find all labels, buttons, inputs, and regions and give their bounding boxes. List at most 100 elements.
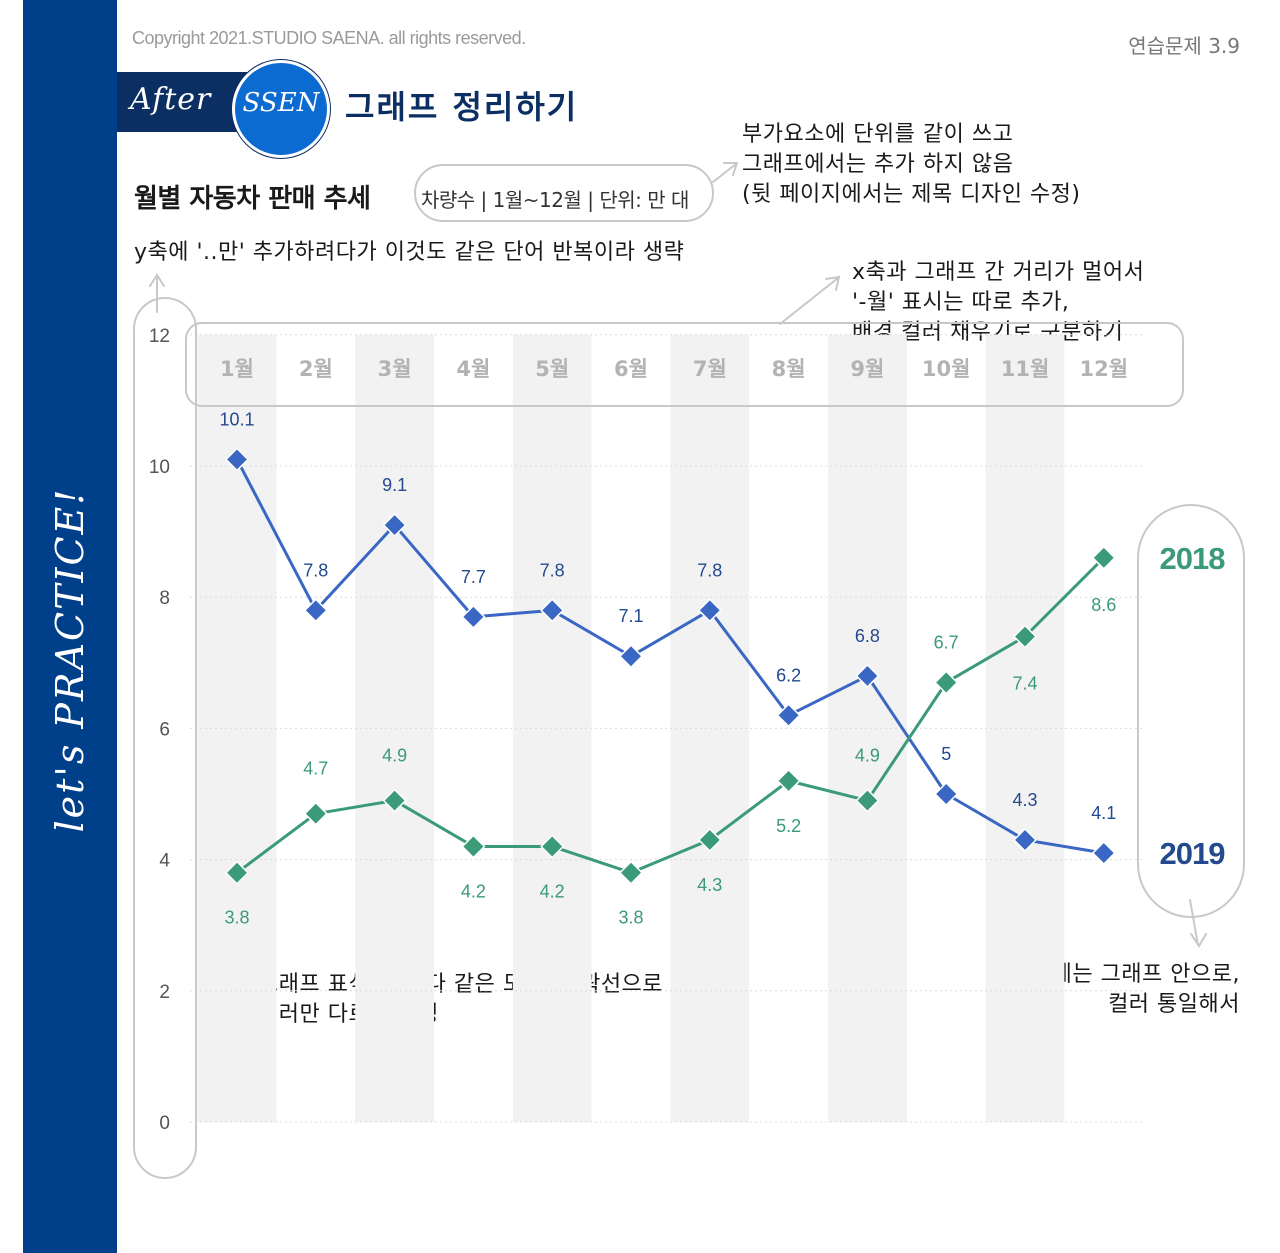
data-label-2018: 6.7 <box>934 632 959 652</box>
marker-2019 <box>540 598 565 623</box>
marker-2018 <box>1091 545 1116 570</box>
data-label-2018: 3.8 <box>618 908 643 928</box>
x-tick-label: 1월 <box>220 357 254 381</box>
x-tick-label: 6월 <box>614 357 648 381</box>
series-line-2018 <box>236 556 1105 875</box>
subtitle-arrow-head <box>723 162 739 176</box>
data-label-2018: 4.2 <box>461 881 486 901</box>
x-tick-label: 8월 <box>772 357 806 381</box>
x-tick-label: 2월 <box>299 357 333 381</box>
data-label-2019: 7.8 <box>303 560 328 580</box>
marker-2018 <box>303 801 328 826</box>
note-unit: 부가요소에 단위를 같이 쓰고 그래프에서는 추가 하지 않음 (뒷 페이지에서… <box>742 122 1081 207</box>
subtitle-outline <box>414 164 714 222</box>
chart-title: 월별 자동차 판매 추세 <box>134 184 371 214</box>
data-label-2019: 7.8 <box>540 560 565 580</box>
data-label-2019: 5 <box>941 744 951 764</box>
marker-2018 <box>224 860 250 885</box>
copyright-text: Copyright 2021.STUDIO SAENA. all rights … <box>132 28 526 48</box>
marker-2018 <box>461 834 486 859</box>
marker-2019 <box>934 781 959 807</box>
y-tick-label: 0 <box>159 1113 170 1134</box>
x-tick-label: 9월 <box>850 357 884 381</box>
data-label-2018: 4.9 <box>382 746 407 766</box>
x-tick-label: 7월 <box>693 357 727 381</box>
marker-2018 <box>382 788 407 813</box>
marker-2018 <box>618 860 644 885</box>
legend-label-2019: 2019 <box>1160 836 1226 871</box>
data-label-2019: 10.1 <box>219 409 254 429</box>
ssen-logo-circle <box>232 60 330 158</box>
data-label-2018: 8.6 <box>1091 595 1116 615</box>
yaxis-arrow-head <box>149 273 165 287</box>
month-band <box>355 334 434 1122</box>
marker-2019 <box>461 604 486 629</box>
marker-2019 <box>776 703 801 728</box>
data-label-2019: 4.1 <box>1091 803 1116 823</box>
marker-2019 <box>697 598 722 623</box>
marker-2018 <box>855 788 880 813</box>
y-tick-label: 4 <box>159 851 170 872</box>
series-line-2019 <box>235 458 1105 855</box>
data-label-2019: 6.2 <box>776 665 801 685</box>
data-label-2018: 7.4 <box>1012 674 1037 694</box>
y-tick-label: 6 <box>159 719 170 740</box>
marker-2018 <box>540 834 565 859</box>
legend-label-2018: 2018 <box>1160 541 1226 576</box>
data-label-2018: 4.2 <box>540 881 565 901</box>
yaxis-outline <box>133 297 197 1179</box>
y-tick-label: 8 <box>159 588 170 609</box>
data-label-2019: 4.3 <box>1012 790 1037 810</box>
marker-2019 <box>382 512 407 538</box>
legend-arrow <box>1189 899 1199 946</box>
data-label-2019: 9.1 <box>382 475 407 495</box>
annotation-outlines <box>133 162 1245 1179</box>
ssen-label: SSEN <box>242 88 320 118</box>
data-label-2019: 7.7 <box>461 567 486 587</box>
series-group: 10.1 7.8 9.1 7.7 7.8 7.1 7.8 6.2 6.8 5 4.3 4.1 3.8 4.… <box>219 409 1116 927</box>
xaxis-outline <box>185 322 1184 407</box>
data-label-2019: 6.8 <box>855 626 880 646</box>
x-tick-label: 3월 <box>378 357 412 381</box>
month-band <box>512 334 592 1122</box>
month-band <box>670 334 750 1122</box>
marker-2019 <box>224 447 250 472</box>
note-yaxis: y축에 '..만' 추가하려다가 이것도 같은 단어 반복이라 생략 <box>134 240 685 265</box>
legend-outline <box>1137 504 1245 918</box>
subtitle-arrow <box>712 163 737 183</box>
x-tick-label: 12월 <box>1080 357 1129 381</box>
xaxis-arrow <box>779 277 839 325</box>
data-label-2018: 4.9 <box>855 746 880 766</box>
x-tick-label: 5월 <box>535 357 569 381</box>
x-tick-label: 4월 <box>456 357 490 381</box>
marker-2018 <box>934 670 959 695</box>
legend-arrow-head <box>1190 933 1207 948</box>
data-label-2018: 5.2 <box>776 816 801 836</box>
data-label-2018: 4.3 <box>697 875 722 895</box>
month-band <box>828 334 907 1122</box>
y-tick-label: 12 <box>149 326 170 347</box>
marker-2018 <box>1012 624 1038 649</box>
section-heading: 그래프 정리하기 <box>345 88 579 126</box>
legend: 2019 2018 <box>1160 541 1227 871</box>
marker-2019 <box>303 598 328 623</box>
marker-2018 <box>697 827 722 852</box>
data-label-2018: 3.8 <box>224 908 249 928</box>
marker-2019 <box>1012 827 1038 852</box>
y-tick-label: 2 <box>159 982 170 1003</box>
chart-subtitle: 차량수 | 1월~12월 | 단위: 만 대 <box>421 188 689 212</box>
data-label-2018: 4.7 <box>303 759 328 779</box>
marker-2019 <box>1091 840 1116 866</box>
marker-2018 <box>776 768 801 793</box>
x-tick-label: 11월 <box>1001 357 1050 381</box>
data-label-2019: 7.1 <box>618 606 643 626</box>
after-label: After <box>130 82 212 117</box>
exercise-number: 연습문제 3.9 <box>1128 34 1240 58</box>
x-tick-label: 10월 <box>922 357 971 381</box>
axis-ticks: 0 2 4 6 8 10 12 1월 2월 3월 4월 5월 6월 7월 8월 9월 10월 11월 12월 <box>149 326 1128 1134</box>
side-band <box>23 0 117 1253</box>
marker-2019 <box>618 644 644 669</box>
marker-2019 <box>855 663 880 688</box>
data-label-2019: 7.8 <box>697 560 722 580</box>
